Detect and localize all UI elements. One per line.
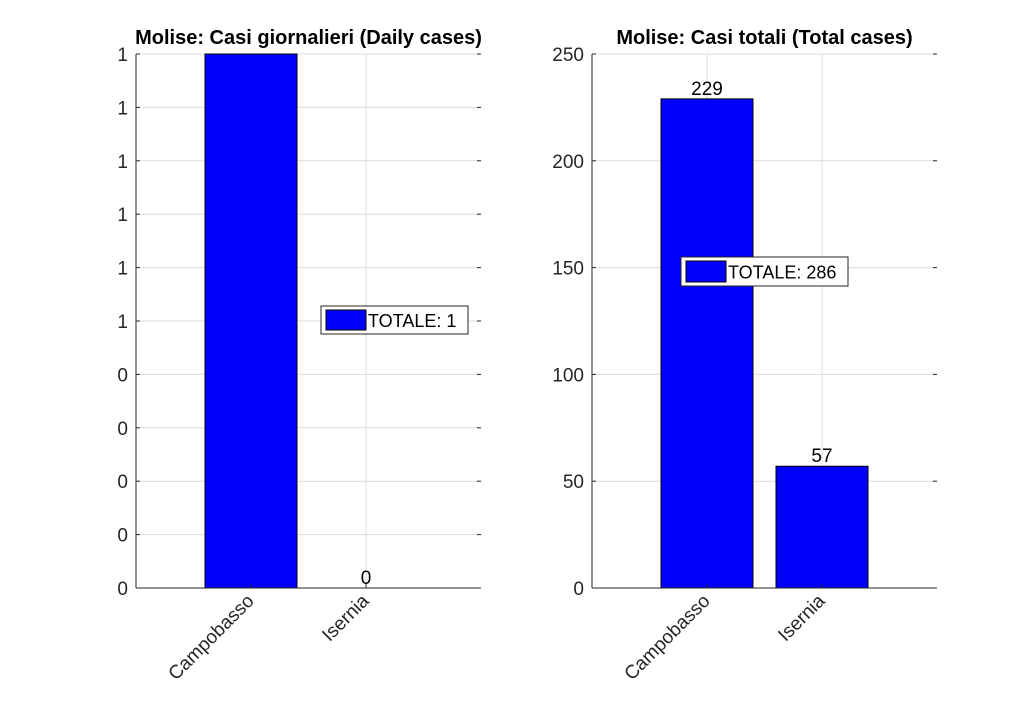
plot-area [592, 54, 937, 588]
data-label-isernia: 0 [361, 568, 372, 589]
x-tick-label-isernia: Isernia [774, 590, 829, 645]
legend: TOTALE: 286 [680, 256, 849, 287]
y-tick-label: 100 [552, 365, 584, 386]
y-tick-label: 1 [117, 312, 128, 333]
data-label-campobasso: 229 [691, 79, 723, 100]
y-tick-label: 0 [117, 579, 128, 600]
legend-swatch [685, 260, 727, 283]
chart-1: 0 0 0 0 0 0 1 1 1 1 1 1 Campobasso Isernia Molise: Cas… [117, 27, 481, 685]
chart-2: 229 57 0 50 100 150 200 250 Campobasso Isernia Mol… [552, 27, 937, 685]
y-tick-label: 0 [117, 365, 128, 386]
y-tick-label: 50 [563, 472, 584, 493]
bar-isernia [775, 465, 869, 589]
bar-campobasso [204, 53, 298, 589]
y-tick-label: 0 [573, 579, 584, 600]
y-tick-label: 1 [117, 205, 128, 226]
y-tick-label: 1 [117, 259, 128, 280]
y-tick-label: 250 [552, 45, 584, 66]
y-tick-label: 1 [117, 45, 128, 66]
chart-title: Molise: Casi giornalieri (Daily cases) [135, 27, 482, 49]
y-tick-label: 1 [117, 98, 128, 119]
bar-campobasso [660, 98, 754, 589]
y-tick-label: 0 [117, 419, 128, 440]
y-tick-label: 0 [117, 472, 128, 493]
y-tick-label: 1 [117, 152, 128, 173]
chart-title: Molise: Casi totali (Total cases) [616, 27, 912, 49]
y-tick-label: 0 [117, 526, 128, 547]
legend-label: TOTALE: 286 [728, 263, 836, 283]
legend: TOTALE: 1 [320, 305, 469, 335]
y-tick-label: 150 [552, 259, 584, 280]
x-tick-label-campobasso: Campobasso [621, 591, 715, 685]
y-tick-label: 200 [552, 152, 584, 173]
data-label-isernia: 57 [811, 446, 832, 467]
x-tick-label-campobasso: Campobasso [165, 591, 259, 685]
x-tick-label-isernia: Isernia [318, 590, 373, 645]
legend-swatch [325, 309, 367, 331]
legend-label: TOTALE: 1 [368, 311, 456, 331]
